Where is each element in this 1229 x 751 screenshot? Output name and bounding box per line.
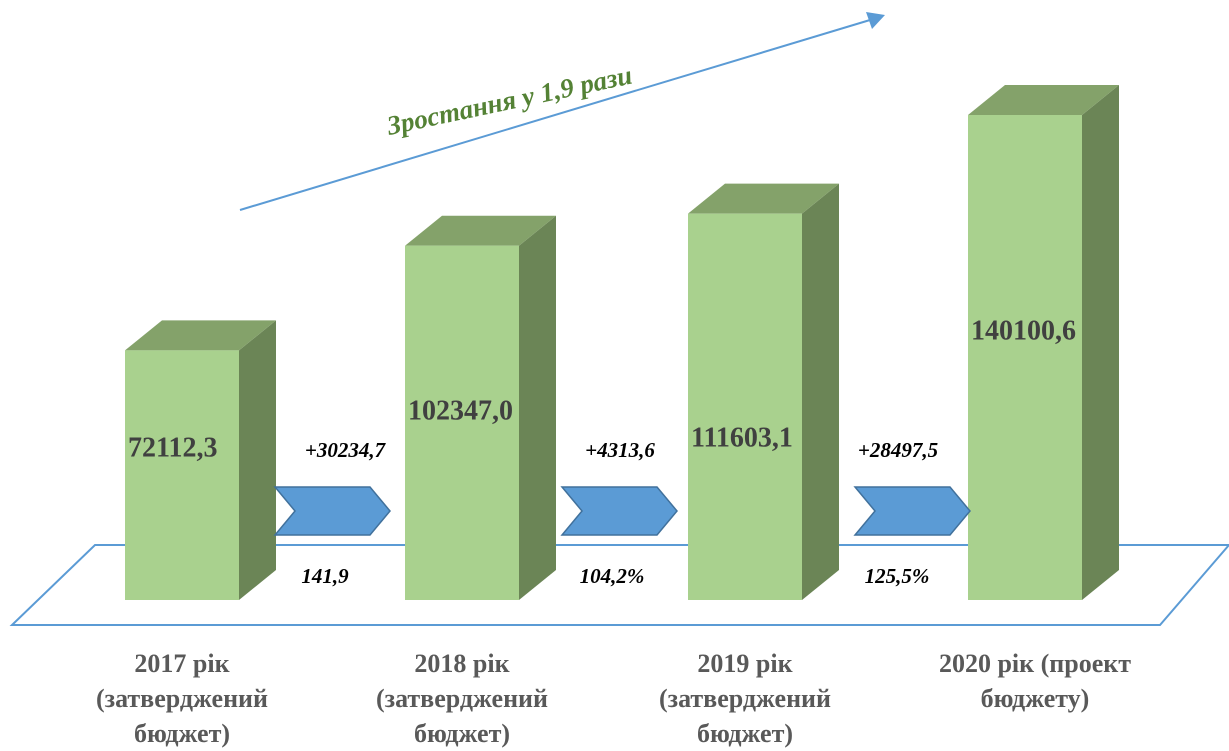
change-label: +4313,6 xyxy=(585,438,655,462)
bar-top xyxy=(688,183,839,214)
platform xyxy=(9,544,1229,626)
bar xyxy=(125,350,239,600)
growth-arrow-head xyxy=(866,12,885,29)
bar-top xyxy=(125,320,276,351)
category-label: 2020 рік (проект бюджету) xyxy=(938,649,1132,713)
bar-side xyxy=(1082,85,1119,600)
category-label: 2017 рік (затверджений бюджет) xyxy=(95,649,269,748)
chevron xyxy=(853,486,971,536)
bar xyxy=(688,213,802,600)
bar-top xyxy=(968,85,1119,115)
value-label: 72112,3 xyxy=(128,432,217,463)
category-label: 2018 рік (затверджений бюджет) xyxy=(375,649,549,748)
bar-side xyxy=(519,215,556,600)
value-label: 111603,1 xyxy=(691,422,793,453)
chevron xyxy=(560,486,678,536)
change-label: +28497,5 xyxy=(858,438,938,462)
change-label: +30234,7 xyxy=(305,438,387,462)
value-label: 102347,0 xyxy=(408,395,513,426)
category-label: 2019 рік (затверджений бюджет) xyxy=(658,649,832,748)
value-label: 140100,6 xyxy=(971,315,1076,346)
bar xyxy=(405,245,519,600)
bar-side xyxy=(802,183,839,600)
growth-rate-label: 141,9 xyxy=(301,564,349,588)
bar-side xyxy=(239,320,276,600)
chevron xyxy=(273,486,391,536)
bar-top xyxy=(405,215,556,246)
growth-rate-label: 104,2% xyxy=(580,564,645,588)
growth-rate-label: 125,5% xyxy=(865,564,930,588)
growth-arrow xyxy=(239,19,871,211)
bar xyxy=(968,115,1082,600)
